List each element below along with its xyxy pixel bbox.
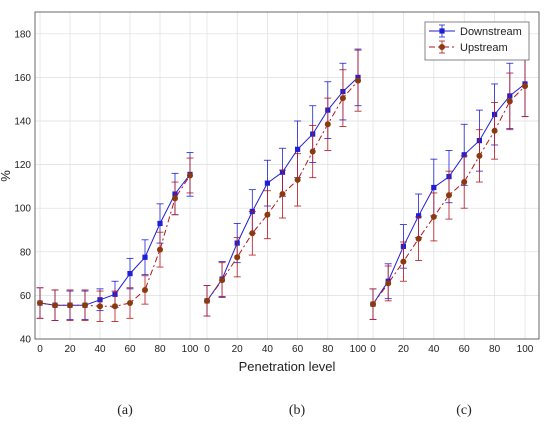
y-tick-label: 160	[14, 73, 31, 84]
data-point	[142, 254, 148, 260]
x-tick-label: 80	[154, 344, 166, 355]
data-point	[370, 301, 376, 308]
panel-c	[369, 50, 529, 320]
x-tick-label: 20	[64, 344, 76, 355]
data-point	[82, 302, 88, 309]
data-point	[416, 213, 422, 219]
y-axis-label: %	[0, 170, 13, 182]
data-point	[324, 121, 331, 128]
x-axis-ticks: 0 20 40 60 80 100 0 20 40 60 80 100 0 20 40 60 80 100	[37, 344, 534, 355]
data-point	[446, 192, 452, 199]
panel-label-c: (c)	[456, 403, 472, 418]
data-point	[309, 148, 316, 155]
plot-frame	[34, 11, 540, 340]
series-upstream	[36, 157, 194, 322]
data-point	[127, 271, 133, 277]
series-upstream	[369, 55, 529, 320]
data-point	[157, 246, 163, 253]
x-tick-label: 0	[204, 344, 210, 355]
y-tick-label: 40	[20, 335, 32, 346]
x-tick-label: 60	[124, 344, 136, 355]
x-tick-label: 60	[459, 344, 471, 355]
y-tick-label: 100	[14, 204, 31, 215]
x-tick-label: 40	[428, 344, 440, 355]
data-point	[431, 184, 437, 191]
data-point	[187, 172, 193, 179]
data-point	[506, 98, 513, 105]
data-point	[127, 300, 133, 307]
y-tick-label: 120	[14, 160, 31, 171]
series-upstream	[203, 49, 362, 317]
legend-label: Downstream	[460, 26, 522, 38]
data-point	[415, 235, 422, 242]
data-point	[461, 179, 468, 186]
data-point	[264, 180, 270, 186]
legend-entry-upstream: Upstream	[429, 40, 508, 54]
legend-marker	[439, 28, 445, 34]
data-point	[157, 220, 163, 227]
data-point	[491, 127, 498, 134]
x-tick-label: 100	[350, 344, 367, 355]
data-point	[430, 213, 437, 220]
panel-b	[203, 48, 362, 317]
x-tick-label: 100	[182, 344, 199, 355]
data-point	[172, 195, 178, 202]
x-tick-label: 40	[94, 344, 106, 355]
data-point	[97, 303, 103, 310]
legend-label: Upstream	[460, 42, 508, 54]
panel-label-b: (b)	[288, 403, 306, 418]
legend-marker	[439, 44, 445, 50]
data-point	[461, 152, 467, 158]
data-point	[294, 176, 301, 183]
data-point	[279, 191, 286, 198]
data-point	[385, 280, 392, 287]
y-tick-label: 60	[20, 291, 32, 302]
data-point	[37, 300, 43, 307]
data-point	[400, 258, 407, 265]
panel-label-a: (a)	[117, 403, 133, 418]
x-tick-label: 20	[398, 344, 410, 355]
data-point	[264, 211, 271, 218]
y-tick-label: 180	[14, 29, 31, 40]
data-point	[142, 286, 148, 293]
x-tick-label: 80	[322, 344, 334, 355]
series-layer	[36, 48, 529, 322]
data-point	[234, 254, 241, 261]
y-axis-ticks: 40 60 80 100 120 140 160 180	[14, 29, 31, 345]
x-tick-label: 0	[370, 344, 376, 355]
data-point	[522, 83, 528, 90]
data-point	[339, 95, 346, 102]
x-tick-label: 100	[517, 344, 534, 355]
x-tick-label: 40	[262, 344, 274, 355]
data-point	[112, 303, 118, 310]
data-point	[219, 277, 226, 284]
panel-a	[36, 152, 194, 322]
series-line	[372, 85, 526, 305]
legend-entry-downstream: Downstream	[429, 24, 522, 38]
data-point	[476, 152, 483, 159]
x-tick-label: 60	[292, 344, 304, 355]
y-tick-label: 80	[20, 247, 32, 258]
grid-lines	[35, 12, 539, 340]
x-tick-label: 0	[37, 344, 43, 355]
data-point	[52, 302, 58, 309]
x-axis-label: Penetration level	[239, 359, 336, 374]
y-tick-label: 140	[14, 117, 31, 128]
legend: Downstream Upstream	[424, 21, 530, 61]
data-point	[295, 146, 301, 152]
x-tick-label: 80	[489, 344, 501, 355]
x-tick-label: 20	[232, 344, 244, 355]
data-point	[67, 302, 73, 309]
data-point	[355, 77, 361, 84]
data-point	[204, 297, 210, 304]
data-point	[249, 230, 256, 237]
